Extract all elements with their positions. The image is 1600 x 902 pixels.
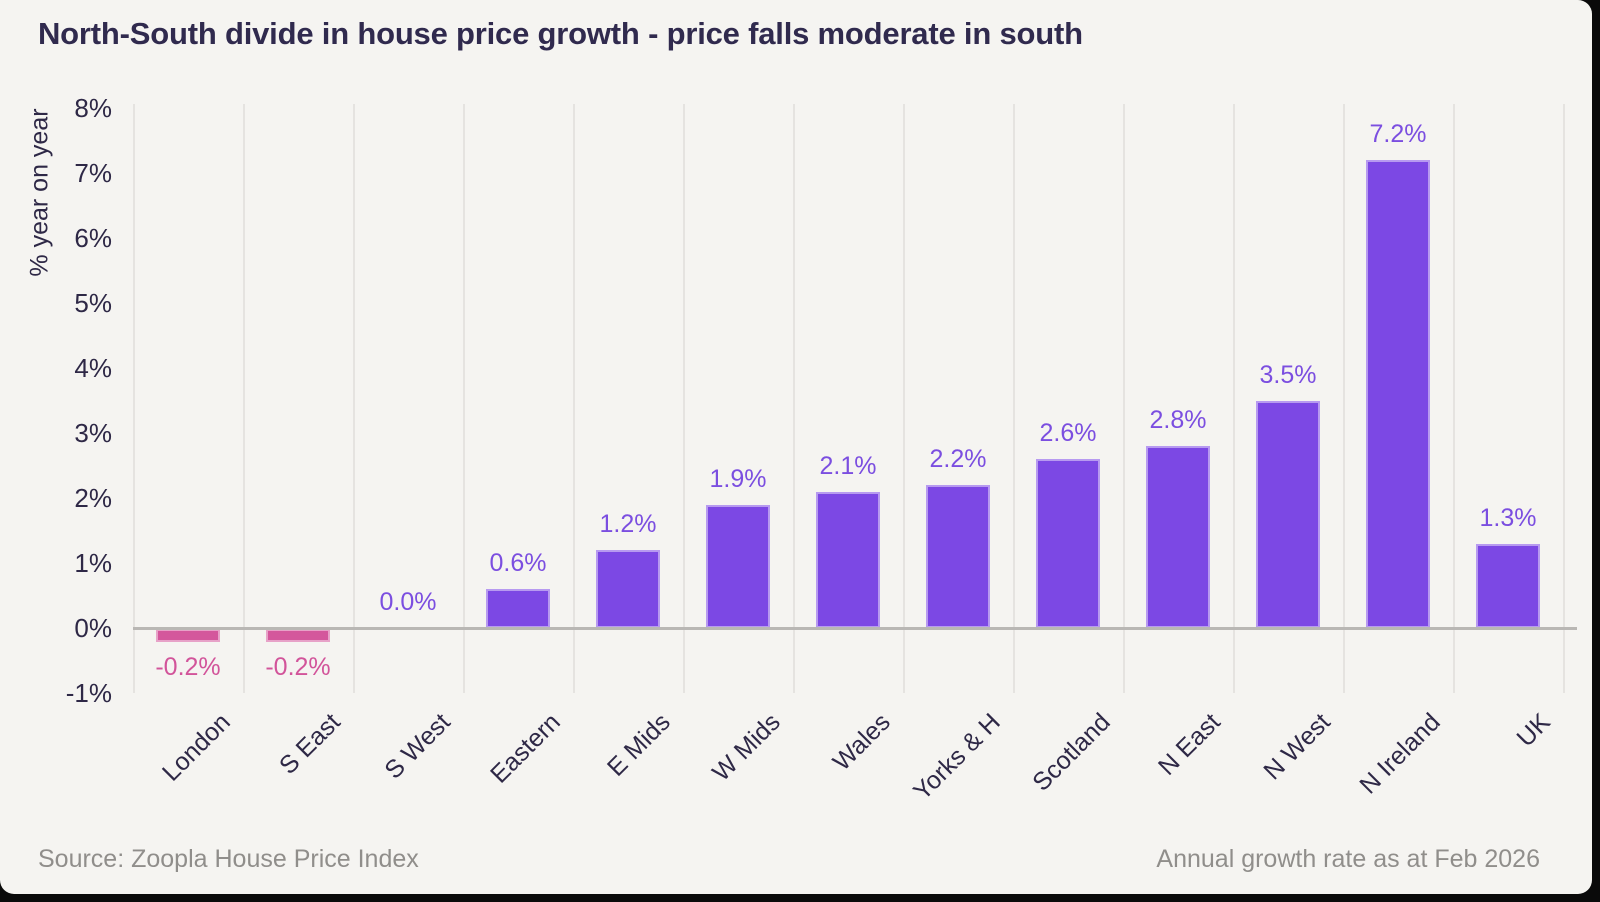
gridline xyxy=(1013,104,1015,693)
gridline xyxy=(1123,104,1125,693)
value-label-w-mids: 1.9% xyxy=(709,464,767,493)
x-axis-label-w-mids: W Mids xyxy=(707,708,786,787)
bar-s-east xyxy=(266,629,330,642)
gridline xyxy=(1343,104,1345,693)
bar-scotland xyxy=(1036,459,1100,628)
gridline xyxy=(463,104,465,693)
gridline xyxy=(243,104,245,693)
x-axis-label-s-east: S East xyxy=(273,708,346,780)
gridline xyxy=(1233,104,1235,693)
value-label-n-ireland: 7.2% xyxy=(1369,120,1427,148)
date-note: Annual growth rate as at Feb 2026 xyxy=(1156,845,1540,873)
gridline xyxy=(903,104,905,693)
gridline xyxy=(573,104,575,693)
bar-n-ireland xyxy=(1366,160,1430,628)
x-axis-label-n-ireland: N Ireland xyxy=(1354,708,1446,800)
y-tick-label: 3% xyxy=(74,418,112,448)
value-label-eastern: 0.6% xyxy=(489,549,547,577)
x-axis-label-s-west: S West xyxy=(379,708,456,785)
value-label-s-east: -0.2% xyxy=(265,653,331,681)
source-note: Source: Zoopla House Price Index xyxy=(38,845,419,873)
y-tick-label: 2% xyxy=(74,483,112,513)
gridline xyxy=(133,104,135,693)
x-axis-label-n-west: N West xyxy=(1258,708,1336,786)
bar-uk xyxy=(1476,543,1540,628)
x-axis-label-eastern: Eastern xyxy=(485,708,566,789)
bar-london xyxy=(156,629,220,642)
gridline xyxy=(793,104,795,693)
y-tick-label: 8% xyxy=(74,93,112,123)
y-tick-label: 4% xyxy=(74,353,112,383)
y-tick-label: 0% xyxy=(74,613,112,643)
x-axis-label-london: London xyxy=(157,708,236,787)
value-label-n-west: 3.5% xyxy=(1259,360,1317,389)
chart-title: North-South divide in house price growth… xyxy=(38,16,1083,51)
bar-n-west xyxy=(1256,400,1320,628)
value-label-s-west: 0.0% xyxy=(379,588,437,616)
bar-w-mids xyxy=(706,504,770,628)
value-label-yorks-h: 2.2% xyxy=(929,445,987,473)
y-tick-label: 6% xyxy=(74,223,112,253)
bar-n-east xyxy=(1146,446,1210,628)
bar-eastern xyxy=(486,589,550,628)
x-axis-label-n-east: N East xyxy=(1152,708,1226,781)
bar-e-mids xyxy=(596,550,660,628)
value-label-london: -0.2% xyxy=(155,653,221,681)
value-label-n-east: 2.8% xyxy=(1149,406,1207,434)
bar-yorks-h xyxy=(926,485,990,628)
x-axis-label-yorks-h: Yorks & H xyxy=(908,708,1006,806)
x-axis-label-uk: UK xyxy=(1511,708,1556,753)
value-label-uk: 1.3% xyxy=(1479,503,1537,532)
zero-baseline xyxy=(133,627,1577,630)
x-axis-label-wales: Wales xyxy=(827,708,896,777)
gridline xyxy=(353,104,355,693)
value-label-wales: 2.1% xyxy=(819,451,877,480)
value-label-scotland: 2.6% xyxy=(1039,419,1097,447)
x-axis-label-scotland: Scotland xyxy=(1027,708,1116,797)
y-tick-label: 5% xyxy=(74,288,112,318)
gridline xyxy=(1563,104,1565,693)
y-tick-label: -1% xyxy=(65,678,112,708)
bar-wales xyxy=(816,491,880,628)
value-label-e-mids: 1.2% xyxy=(599,510,657,538)
gridline xyxy=(1453,104,1455,693)
x-axis-label-e-mids: E Mids xyxy=(601,708,676,782)
y-tick-label: 7% xyxy=(74,158,112,188)
gridline xyxy=(683,104,685,693)
y-tick-label: 1% xyxy=(74,548,112,578)
